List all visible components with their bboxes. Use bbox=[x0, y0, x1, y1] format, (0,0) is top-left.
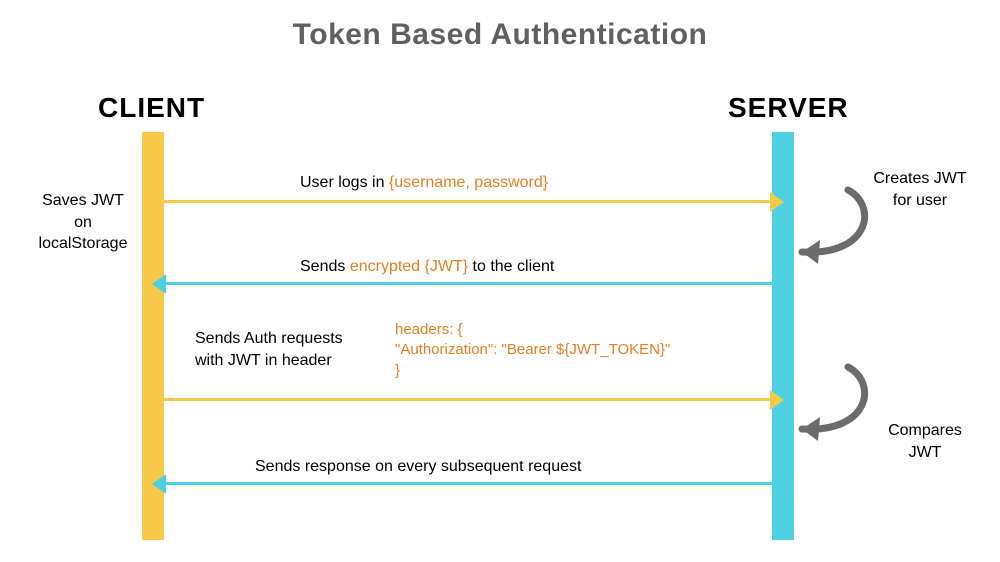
loop-arrow-compare-jwt bbox=[770, 355, 890, 475]
note-client-saves-jwt: Saves JWT on localStorage bbox=[28, 190, 138, 255]
message-label-accent: headers: { "Authorization": "Bearer ${JW… bbox=[395, 320, 670, 381]
arrow-to-server bbox=[164, 398, 772, 401]
actor-server-label: SERVER bbox=[728, 92, 849, 124]
diagram-title: Token Based Authentication bbox=[0, 18, 1000, 52]
arrow-to-client bbox=[164, 482, 772, 485]
message-label: Sends Auth requests with JWT in header bbox=[195, 328, 343, 371]
sequence-diagram: { "title": { "text": "Token Based Authen… bbox=[0, 0, 1000, 562]
message-label: Sends response on every subsequent reque… bbox=[255, 456, 581, 478]
actor-client-label: CLIENT bbox=[98, 92, 205, 124]
loop-arrow-create-jwt bbox=[770, 178, 890, 298]
arrowhead-icon bbox=[152, 274, 166, 294]
arrowhead-icon bbox=[152, 474, 166, 494]
message-label: User logs in {username, password} bbox=[300, 172, 548, 194]
message-label: Sends encrypted {JWT} to the client bbox=[300, 256, 554, 278]
arrow-to-client bbox=[164, 282, 772, 285]
arrow-to-server bbox=[164, 200, 772, 203]
